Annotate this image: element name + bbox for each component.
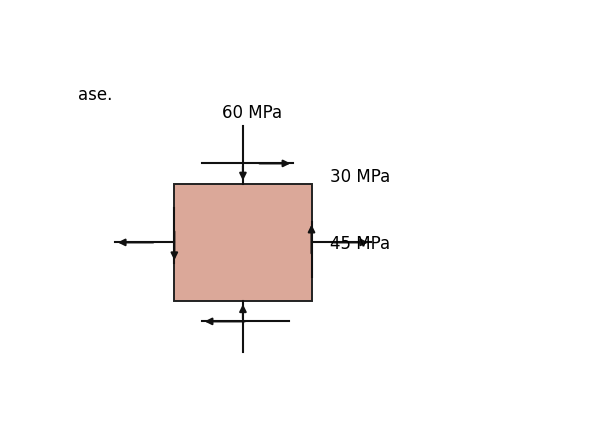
Text: 30 MPa: 30 MPa [330, 168, 390, 186]
Text: 45 MPa: 45 MPa [330, 235, 390, 253]
Text: ase.: ase. [78, 86, 113, 104]
Text: 60 MPa: 60 MPa [222, 104, 282, 122]
Bar [175, 184, 312, 301]
